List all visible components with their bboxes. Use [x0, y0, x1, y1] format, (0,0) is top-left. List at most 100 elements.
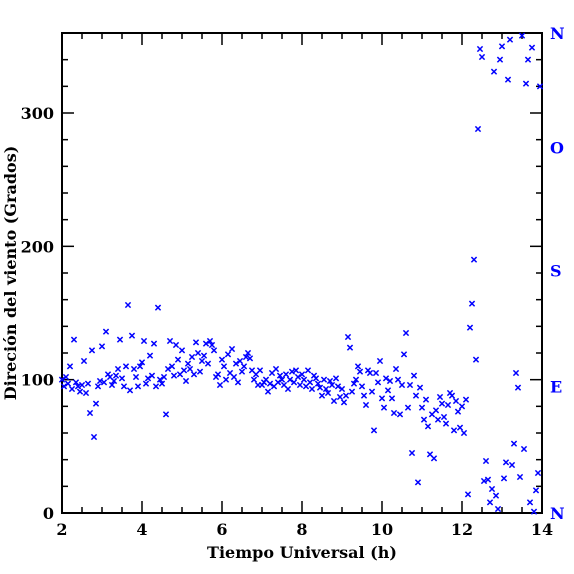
x-tick-label: 14 — [531, 520, 553, 539]
data-point — [422, 396, 430, 403]
data-point — [298, 371, 306, 378]
data-point — [320, 376, 328, 383]
data-point — [148, 372, 156, 379]
data-point — [128, 332, 136, 339]
data-point — [402, 329, 410, 337]
data-point — [86, 409, 94, 417]
data-point — [78, 381, 86, 389]
data-point — [112, 372, 120, 379]
data-point — [510, 440, 518, 447]
data-point — [460, 429, 468, 437]
data-point — [234, 379, 242, 386]
data-point — [354, 363, 362, 370]
data-point — [96, 377, 104, 385]
data-point — [126, 387, 134, 394]
data-point — [186, 365, 194, 373]
y-tick-label: 0 — [43, 504, 54, 523]
data-point — [122, 363, 130, 370]
data-point — [286, 376, 294, 383]
data-point — [256, 367, 264, 374]
data-point — [376, 357, 384, 365]
data-point — [316, 384, 324, 391]
data-point — [62, 373, 70, 381]
data-point — [276, 372, 284, 379]
data-point — [196, 368, 204, 375]
x-tick-label: 10 — [371, 520, 393, 539]
data-point — [162, 411, 170, 418]
data-point — [448, 392, 456, 399]
data-point — [202, 340, 210, 347]
data-point — [414, 479, 422, 486]
data-point — [380, 404, 388, 411]
data-point — [318, 392, 326, 399]
data-point — [484, 476, 492, 483]
data-point — [374, 379, 382, 386]
compass-label: E — [550, 377, 562, 396]
data-point — [190, 371, 198, 378]
data-point — [88, 347, 96, 354]
data-point — [454, 408, 462, 415]
data-point — [244, 349, 252, 357]
data-point — [60, 383, 68, 390]
data-point — [74, 383, 82, 390]
data-point — [386, 377, 394, 385]
data-point — [142, 380, 150, 387]
data-point — [130, 365, 138, 373]
y-tick-label: 200 — [21, 237, 54, 256]
data-point — [412, 392, 420, 399]
data-point — [120, 383, 128, 390]
data-point — [230, 373, 238, 381]
data-point — [118, 375, 126, 382]
data-point — [188, 353, 196, 361]
data-point — [520, 445, 528, 453]
data-point — [338, 385, 346, 393]
data-point — [64, 380, 72, 387]
data-point — [98, 343, 106, 350]
data-point — [232, 360, 240, 367]
data-point — [424, 423, 432, 430]
data-point — [492, 492, 500, 499]
data-point — [58, 376, 66, 383]
x-tick-label: 4 — [136, 520, 147, 539]
data-point — [342, 392, 350, 399]
data-point — [218, 356, 226, 363]
data-point — [284, 385, 292, 393]
data-point — [200, 352, 208, 359]
data-point — [524, 56, 532, 63]
compass-label: N — [550, 504, 565, 523]
data-point — [134, 383, 142, 390]
data-point — [194, 349, 202, 357]
data-point — [72, 379, 80, 386]
data-point — [182, 377, 190, 385]
data-point — [166, 337, 174, 345]
data-point — [160, 373, 168, 381]
plot-frame — [61, 32, 543, 514]
y-axis-title: Direción del viento (Grados) — [1, 146, 20, 401]
data-point — [158, 380, 166, 387]
data-point — [308, 385, 316, 393]
data-point — [192, 339, 200, 346]
data-point — [282, 371, 290, 378]
data-point — [222, 376, 230, 383]
data-point — [372, 369, 380, 377]
data-point — [478, 53, 486, 61]
data-point — [322, 385, 330, 393]
data-point — [164, 365, 172, 373]
data-point — [516, 473, 524, 481]
data-point — [70, 336, 78, 343]
data-point — [430, 455, 438, 462]
data-point — [242, 353, 250, 361]
data-point — [416, 384, 424, 391]
data-point — [80, 357, 88, 365]
data-point — [66, 363, 74, 370]
data-point — [116, 336, 124, 343]
data-point — [312, 375, 320, 382]
data-point — [378, 395, 386, 402]
data-point — [436, 393, 444, 401]
data-point — [246, 355, 254, 362]
data-point — [356, 368, 364, 375]
data-point — [406, 381, 414, 389]
data-point — [278, 376, 286, 383]
data-point — [208, 341, 216, 349]
data-point — [140, 337, 148, 345]
